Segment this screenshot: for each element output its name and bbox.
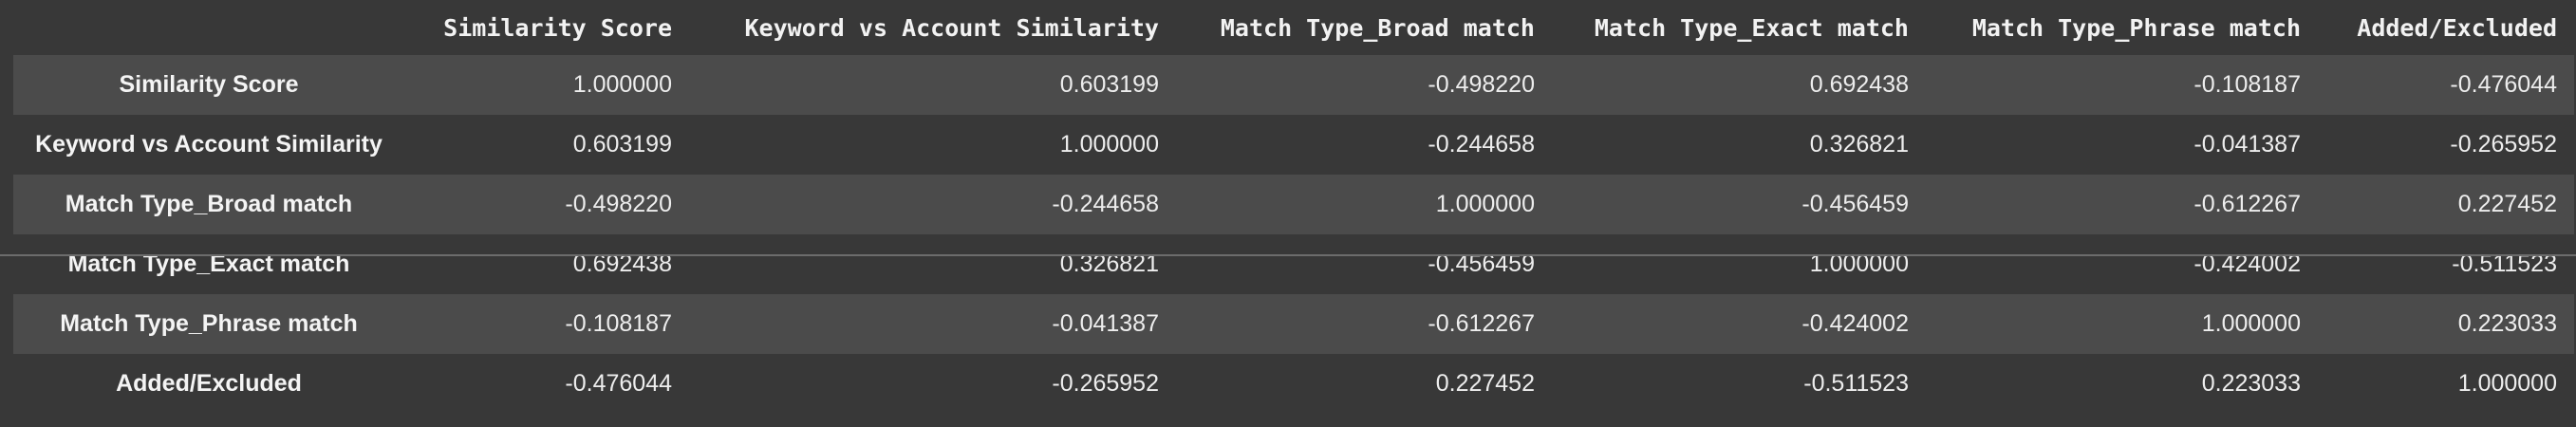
table-row: Match Type_Broad match -0.498220 -0.2446…	[13, 175, 2574, 234]
table-cell: 1.000000	[689, 115, 1176, 175]
table-cell: -0.498220	[1176, 55, 1552, 115]
table-cell: 0.326821	[689, 234, 1176, 294]
row-label: Match Type_Phrase match	[13, 294, 404, 354]
table-cell: 0.223033	[1926, 354, 2318, 414]
row-divider	[0, 254, 2576, 256]
column-header-keyword-vs-account-similarity: Keyword vs Account Similarity	[689, 0, 1176, 55]
table-cell: -0.265952	[689, 354, 1176, 414]
table-cell: 0.692438	[1552, 55, 1926, 115]
table-cell: 0.692438	[404, 234, 689, 294]
table-cell: -0.041387	[1926, 115, 2318, 175]
row-label: Match Type_Broad match	[13, 175, 404, 234]
correlation-table: Similarity Score Keyword vs Account Simi…	[13, 0, 2574, 414]
table-cell: 0.326821	[1552, 115, 1926, 175]
table-cell: 0.603199	[404, 115, 689, 175]
table-cell: -0.041387	[689, 294, 1176, 354]
table-cell: -0.511523	[1552, 354, 1926, 414]
row-label: Added/Excluded	[13, 354, 404, 414]
table-body: Similarity Score 1.000000 0.603199 -0.49…	[13, 55, 2574, 414]
table-cell: 0.603199	[689, 55, 1176, 115]
table-cell: 1.000000	[1926, 294, 2318, 354]
table-cell: 1.000000	[2318, 354, 2574, 414]
table-row: Added/Excluded -0.476044 -0.265952 0.227…	[13, 354, 2574, 414]
table-row: Similarity Score 1.000000 0.603199 -0.49…	[13, 55, 2574, 115]
table-cell: -0.108187	[1926, 55, 2318, 115]
column-header-added-excluded: Added/Excluded	[2318, 0, 2574, 55]
row-label: Match Type_Exact match	[13, 234, 404, 294]
row-label: Keyword vs Account Similarity	[13, 115, 404, 175]
table-cell: -0.456459	[1552, 175, 1926, 234]
table-row: Keyword vs Account Similarity 0.603199 1…	[13, 115, 2574, 175]
table-cell: -0.612267	[1926, 175, 2318, 234]
table-cell: -0.498220	[404, 175, 689, 234]
table-cell: -0.476044	[2318, 55, 2574, 115]
column-header-match-type-phrase: Match Type_Phrase match	[1926, 0, 2318, 55]
table-cell: -0.108187	[404, 294, 689, 354]
table-row: Match Type_Phrase match -0.108187 -0.041…	[13, 294, 2574, 354]
table-cell: -0.612267	[1176, 294, 1552, 354]
table-cell: 1.000000	[1176, 175, 1552, 234]
table-cell: -0.476044	[404, 354, 689, 414]
table-row: Match Type_Exact match 0.692438 0.326821…	[13, 234, 2574, 294]
table-cell: -0.244658	[689, 175, 1176, 234]
column-header-similarity-score: Similarity Score	[404, 0, 689, 55]
table-cell: 0.227452	[2318, 175, 2574, 234]
index-header	[13, 0, 404, 55]
table-cell: -0.244658	[1176, 115, 1552, 175]
table-header: Similarity Score Keyword vs Account Simi…	[13, 0, 2574, 55]
table-cell: -0.456459	[1176, 234, 1552, 294]
table-cell: -0.265952	[2318, 115, 2574, 175]
table-cell: -0.511523	[2318, 234, 2574, 294]
table-cell: -0.424002	[1552, 294, 1926, 354]
row-label: Similarity Score	[13, 55, 404, 115]
table-cell: 1.000000	[404, 55, 689, 115]
column-header-match-type-exact: Match Type_Exact match	[1552, 0, 1926, 55]
header-row: Similarity Score Keyword vs Account Simi…	[13, 0, 2574, 55]
table-cell: -0.424002	[1926, 234, 2318, 294]
table-cell: 0.227452	[1176, 354, 1552, 414]
table-cell: 0.223033	[2318, 294, 2574, 354]
table-cell: 1.000000	[1552, 234, 1926, 294]
column-header-match-type-broad: Match Type_Broad match	[1176, 0, 1552, 55]
